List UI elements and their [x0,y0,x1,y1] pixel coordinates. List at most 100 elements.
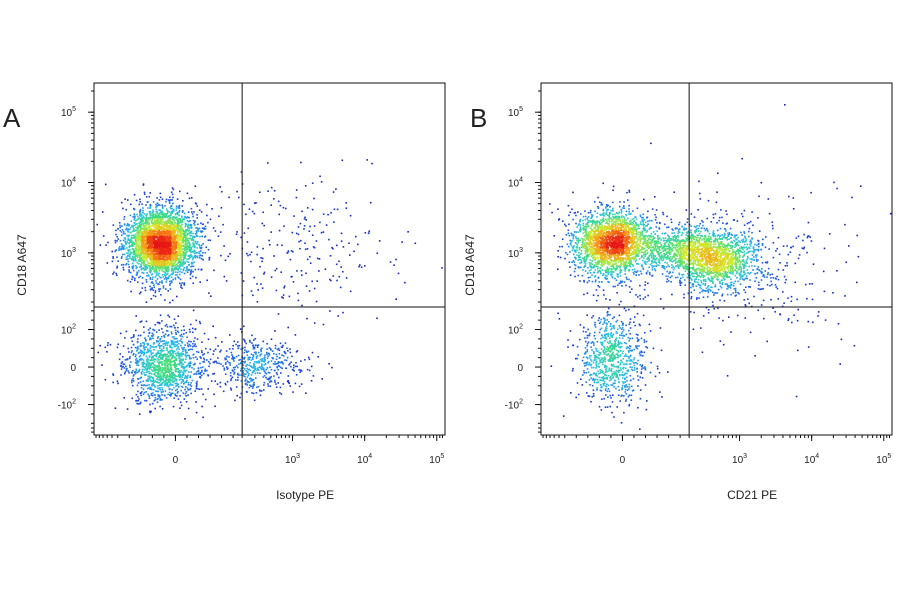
event-dot [181,358,184,361]
event-dot [192,309,195,312]
event-dot [178,207,180,210]
event-dot [269,385,272,387]
event-dot [217,357,219,359]
event-dot [254,337,257,340]
event-dot [148,237,150,240]
event-dot [242,367,245,369]
event-dot [106,344,109,347]
event-dot [268,378,270,381]
event-dot [151,228,153,231]
event-dot [151,384,153,387]
event-dot [158,270,161,272]
event-dot [154,260,156,263]
event-dot [150,242,153,245]
event-dot [253,381,255,384]
event-dot [118,222,121,224]
event-dot [159,398,162,400]
event-dot [175,357,178,360]
event-dot [199,373,201,375]
event-dot [139,247,142,249]
event-dot [145,228,148,230]
event-dot [164,258,166,261]
event-dot [150,247,153,249]
event-dot [278,229,281,232]
event-dot [157,337,159,339]
event-dot [190,269,193,271]
event-dot [185,266,188,268]
event-dot [305,272,307,275]
event-dot [262,366,264,369]
event-dot [252,355,255,358]
event-dot [137,396,139,398]
event-dot [279,342,282,345]
event-dot [270,276,273,278]
event-dot [175,333,178,335]
event-dot [250,290,253,292]
event-dot [157,218,159,220]
event-dot [183,245,185,248]
event-dot [175,253,177,255]
event-dot [230,377,233,380]
event-dot [174,366,176,369]
event-dot [258,361,261,364]
event-dot [154,230,156,233]
event-dot [235,233,238,235]
event-dot [300,360,302,362]
event-dot [180,286,182,288]
event-dot [304,242,306,244]
event-dot [142,388,145,390]
event-dot [236,190,238,193]
event-dot [150,264,153,267]
event-dot [139,220,142,223]
event-dot [184,225,187,228]
event-dot [149,216,152,219]
event-dot [197,373,200,375]
event-dot [143,213,146,215]
event-dot [170,392,172,395]
event-dot [158,354,161,357]
event-dot [137,225,139,228]
event-dot [152,392,154,394]
event-dot [170,204,173,207]
event-dot [146,247,149,249]
event-dot [170,393,172,396]
event-dot [267,383,269,385]
event-dot [166,365,169,368]
event-dot [317,356,319,358]
event-dot [141,232,144,234]
event-dot [153,368,155,370]
event-dot [277,362,279,364]
event-dot [195,230,198,232]
event-dot [291,355,293,358]
event-dot [174,235,177,238]
event-dot [149,285,151,288]
event-dot [150,298,153,300]
event-dot [153,259,155,261]
event-dot [163,367,166,370]
event-dot [170,214,172,216]
event-dot [153,366,155,369]
event-dot [169,349,172,352]
event-dot [130,271,132,274]
event-dot [146,275,148,277]
event-dot [364,265,366,267]
event-dot [200,258,203,260]
event-dot [253,346,256,348]
event-dot [186,268,188,270]
event-dot [184,344,186,346]
event-dot [158,329,160,331]
event-dot [153,256,155,258]
event-dot [171,226,173,228]
event-dot [195,319,197,322]
event-dot [116,267,118,269]
event-dot [183,284,186,286]
event-dot [124,240,127,243]
event-dot [338,275,341,278]
event-dot [174,255,177,257]
event-dot [260,353,263,355]
event-dot [236,373,239,376]
event-dot [147,229,149,231]
event-dot [124,232,126,235]
event-dot [173,262,176,264]
event-dot [158,259,161,261]
